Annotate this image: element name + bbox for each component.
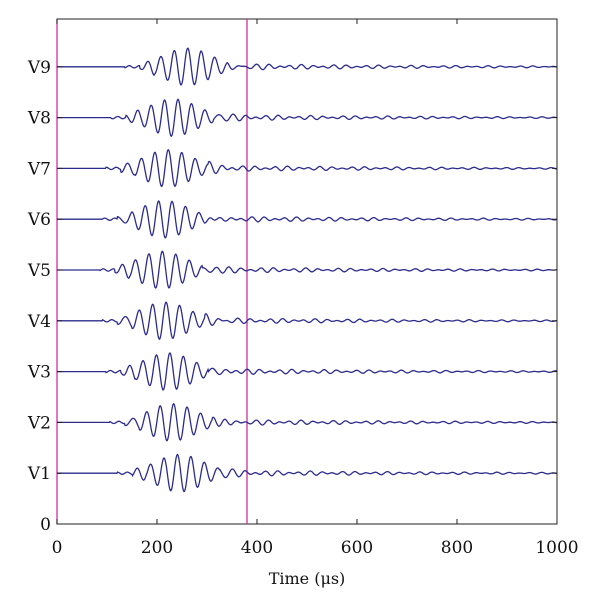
y-tick-label-V4: V4 xyxy=(27,312,51,332)
y-tick-label-V8: V8 xyxy=(27,109,51,129)
trace-V2 xyxy=(57,403,558,442)
y-tick-label-V5: V5 xyxy=(27,261,51,281)
trace-V1 xyxy=(57,453,557,493)
x-tick-label-200: 200 xyxy=(141,538,173,558)
x-tick-label-0: 0 xyxy=(52,538,63,558)
y-tick-label-V1: V1 xyxy=(27,464,51,484)
trace-V3 xyxy=(57,352,558,391)
x-tick-label-600: 600 xyxy=(341,538,373,558)
y-tick-label-V6: V6 xyxy=(27,210,51,230)
y-tick-label-V9: V9 xyxy=(27,58,51,78)
trace-V6 xyxy=(57,200,558,239)
trace-V5 xyxy=(57,250,558,289)
trace-V7 xyxy=(57,149,557,188)
trace-V9 xyxy=(57,47,558,86)
y-tick-label-0: 0 xyxy=(40,515,51,535)
trace-V4 xyxy=(57,301,558,340)
y-axis-ticks: 0 V1 V2 V3 V4 V5 V6 V7 V8 V9 xyxy=(27,58,557,535)
vertical-markers xyxy=(56,19,248,524)
y-tick-label-V7: V7 xyxy=(27,159,51,179)
trace-V8 xyxy=(57,98,557,137)
x-tick-label-800: 800 xyxy=(441,538,473,558)
x-tick-label-1000: 1000 xyxy=(535,538,578,558)
x-tick-label-400: 400 xyxy=(241,538,273,558)
x-axis-ticks: 0 200 400 600 800 1000 xyxy=(52,19,579,558)
y-tick-label-V3: V3 xyxy=(27,363,51,383)
x-axis-label: Time (μs) xyxy=(269,569,346,588)
waveform-traces xyxy=(57,47,558,493)
y-tick-label-V2: V2 xyxy=(27,413,51,433)
